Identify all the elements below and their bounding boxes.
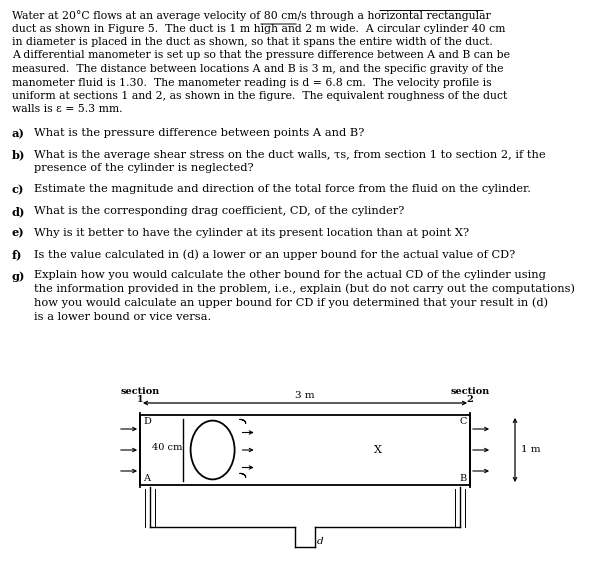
Text: A: A <box>143 474 150 483</box>
Text: f): f) <box>12 249 23 260</box>
Text: 3 m: 3 m <box>295 391 315 400</box>
Text: B: B <box>460 474 467 483</box>
Text: in diameter is placed in the duct as shown, so that it spans the entire width of: in diameter is placed in the duct as sho… <box>12 37 493 47</box>
Text: e): e) <box>12 227 25 238</box>
Text: b): b) <box>12 149 25 160</box>
Text: X: X <box>374 445 382 455</box>
Text: manometer fluid is 1.30.  The manometer reading is d = 6.8 cm.  The velocity pro: manometer fluid is 1.30. The manometer r… <box>12 78 491 87</box>
Text: g): g) <box>12 271 25 282</box>
Text: 1: 1 <box>137 395 143 404</box>
Text: Estimate the magnitude and direction of the total force from the fluid on the cy: Estimate the magnitude and direction of … <box>34 184 531 195</box>
Text: C: C <box>460 417 467 426</box>
Text: measured.  The distance between locations A and B is 3 m, and the specific gravi: measured. The distance between locations… <box>12 64 503 74</box>
Text: uniform at sections 1 and 2, as shown in the figure.  The equivalent roughness o: uniform at sections 1 and 2, as shown in… <box>12 91 507 101</box>
Text: duct as shown in Figure 5.  The duct is 1 m high and 2 m wide.  A circular cylin: duct as shown in Figure 5. The duct is 1… <box>12 23 505 33</box>
Text: D: D <box>143 417 151 426</box>
Text: What is the pressure difference between points A and B?: What is the pressure difference between … <box>34 128 364 138</box>
Text: 2: 2 <box>467 395 473 404</box>
Text: Explain how you would calculate the other bound for the actual CD of the cylinde: Explain how you would calculate the othe… <box>34 271 575 322</box>
Text: What is the corresponding drag coefficient, CD, of the cylinder?: What is the corresponding drag coefficie… <box>34 206 404 216</box>
Ellipse shape <box>191 420 235 479</box>
Bar <box>140 415 470 485</box>
Text: What is the average shear stress on the duct walls, τs, from section 1 to sectio: What is the average shear stress on the … <box>34 149 545 173</box>
Text: Is the value calculated in (d) a lower or an upper bound for the actual value of: Is the value calculated in (d) a lower o… <box>34 249 515 259</box>
Text: A differential manometer is set up so that the pressure difference between A and: A differential manometer is set up so th… <box>12 51 510 61</box>
Text: Water at 20°C flows at an average velocity of 80 cm/s through a horizontal recta: Water at 20°C flows at an average veloci… <box>12 10 491 21</box>
Text: Why is it better to have the cylinder at its present location than at point X?: Why is it better to have the cylinder at… <box>34 227 469 237</box>
Text: 40 cm: 40 cm <box>152 444 182 452</box>
Text: section: section <box>121 387 160 396</box>
Text: d): d) <box>12 206 25 217</box>
Text: a): a) <box>12 128 25 139</box>
Text: d: d <box>317 538 323 546</box>
Text: walls is ε = 5.3 mm.: walls is ε = 5.3 mm. <box>12 104 122 114</box>
Text: section: section <box>451 387 490 396</box>
Text: 1 m: 1 m <box>521 445 541 455</box>
Text: c): c) <box>12 184 25 195</box>
